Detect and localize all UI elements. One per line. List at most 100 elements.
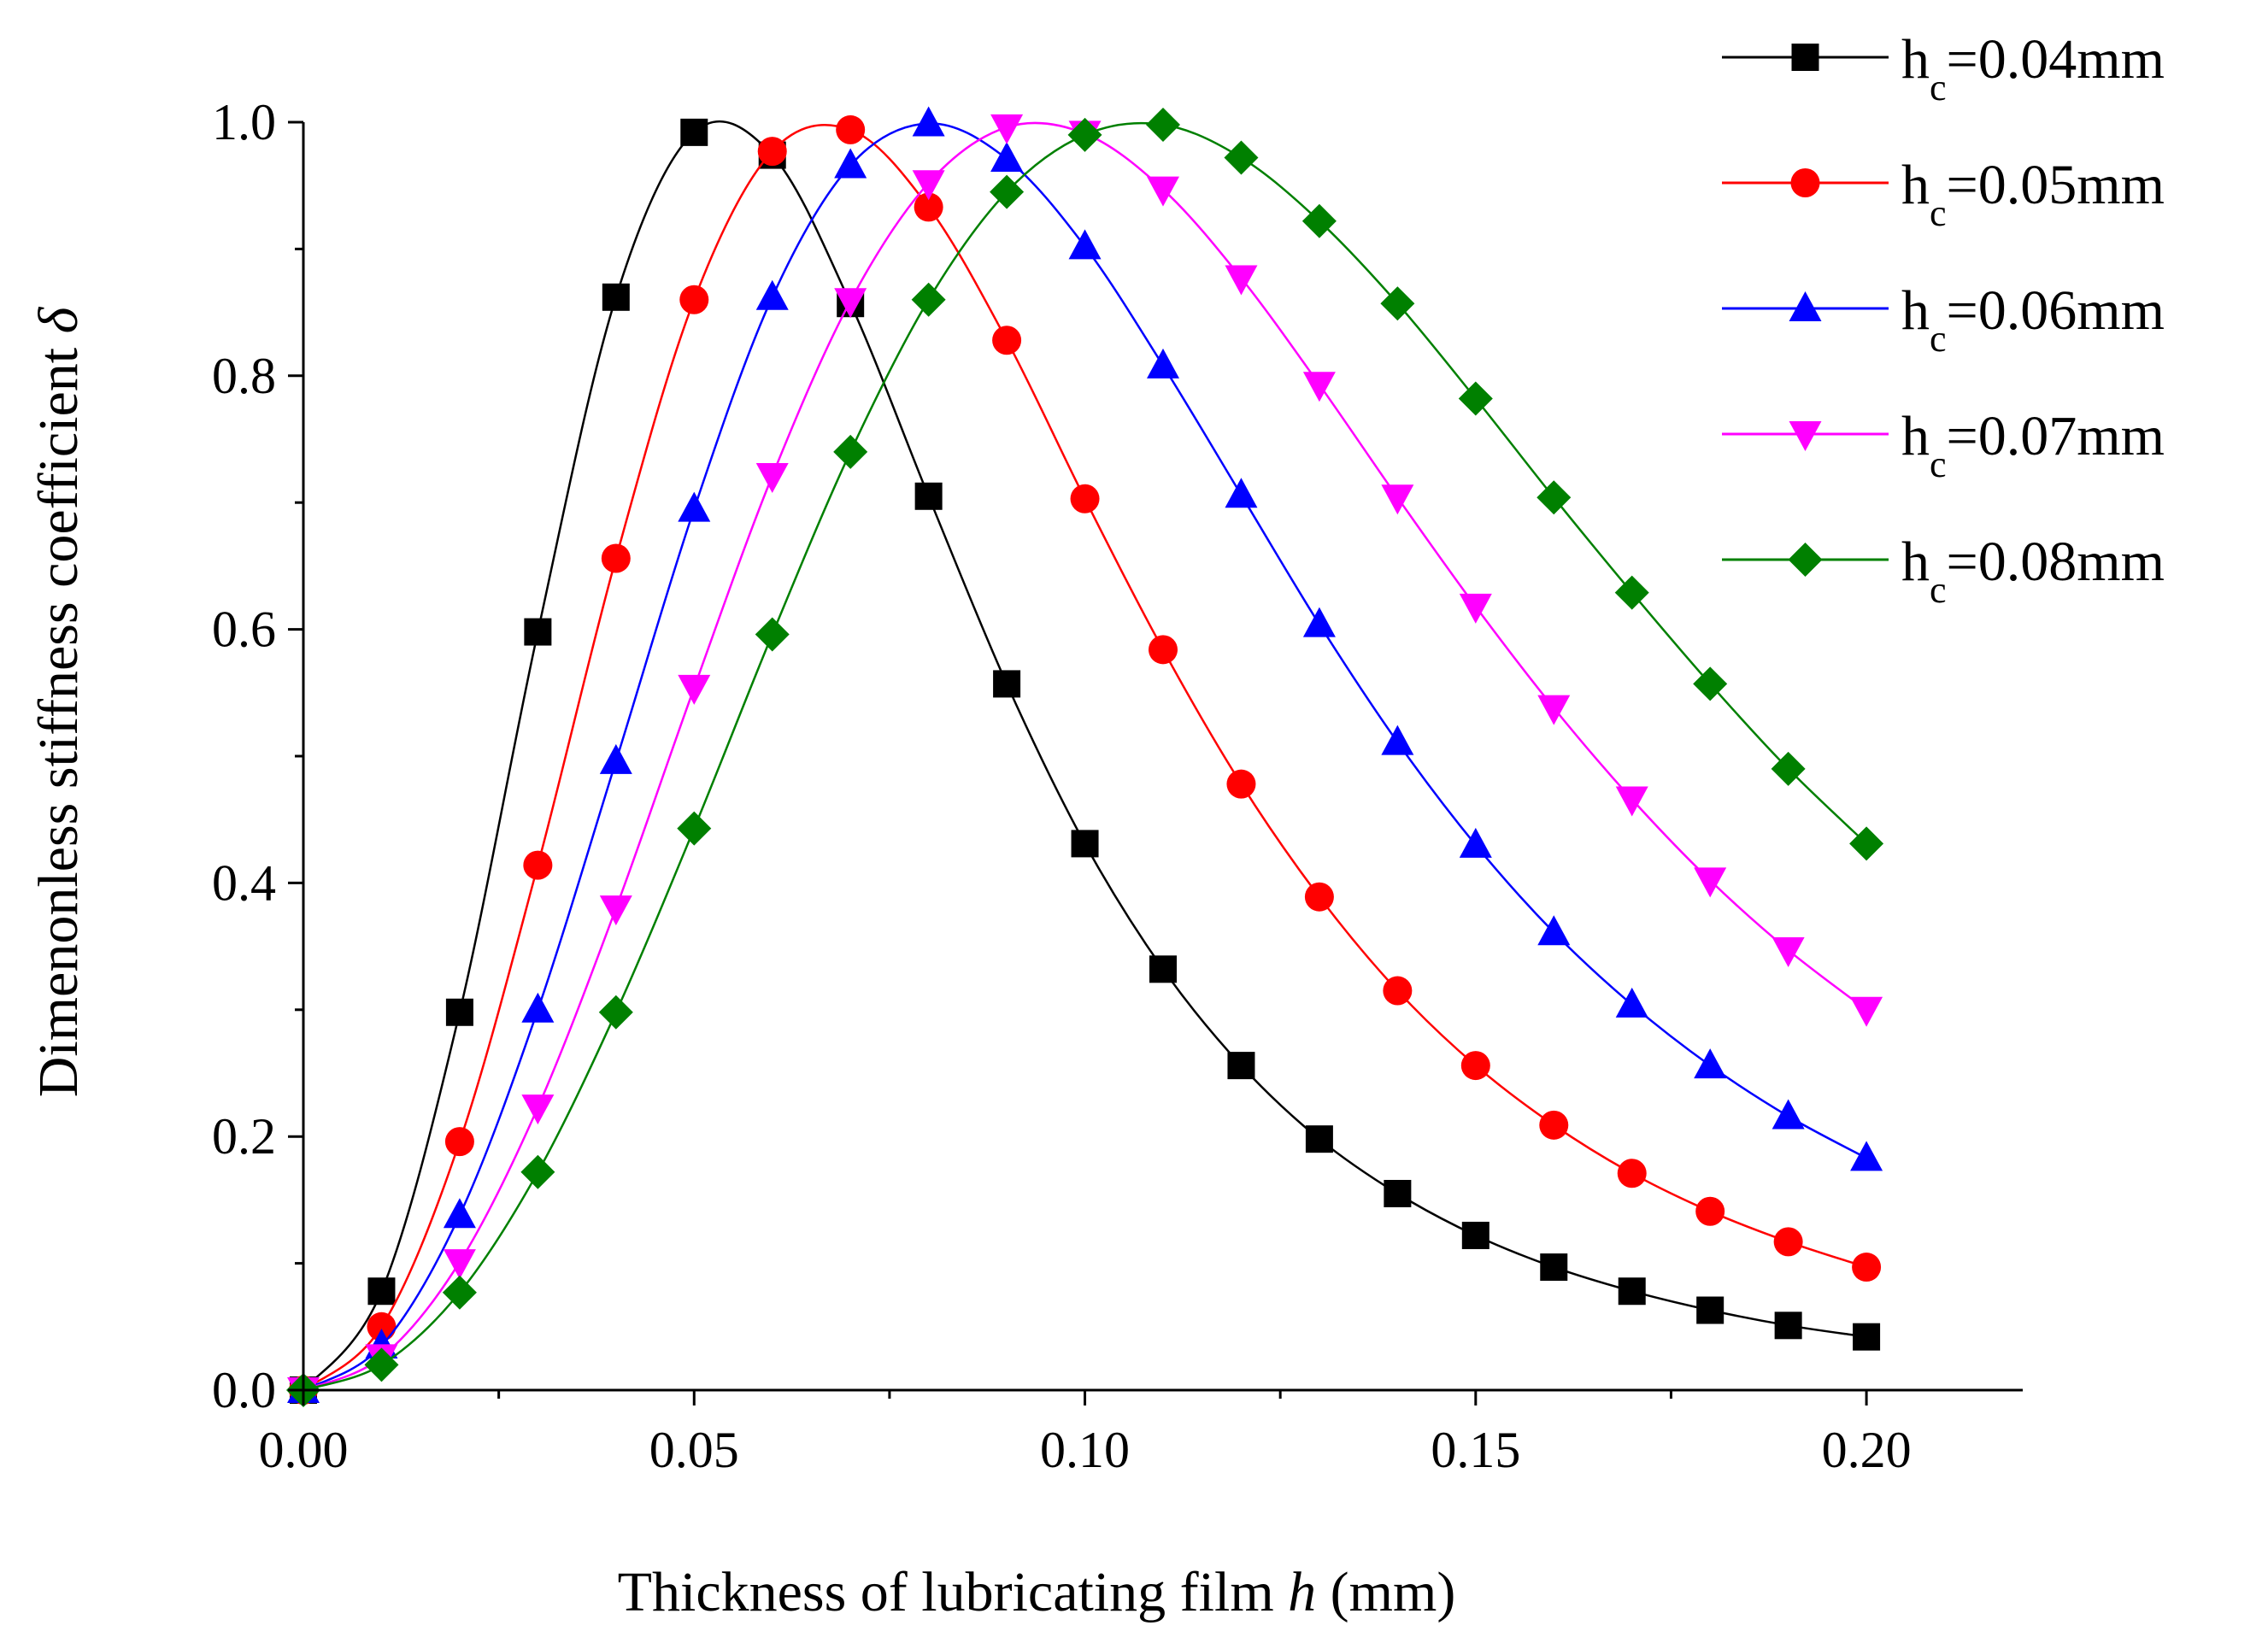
legend-marker	[1790, 168, 1820, 197]
data-point	[1693, 666, 1728, 701]
legend-entry: hc=0.08mm	[1722, 531, 2165, 611]
data-point	[1225, 265, 1258, 296]
legend-label: hc=0.06mm	[1901, 279, 2165, 360]
data-point	[1301, 203, 1337, 238]
data-point	[1772, 937, 1805, 968]
data-point	[1305, 1125, 1333, 1153]
data-point	[1459, 827, 1492, 858]
data-point	[992, 326, 1022, 355]
data-point	[1226, 769, 1256, 799]
x-tick-label: 0.00	[259, 1422, 349, 1478]
y-tick-label: 0.2	[212, 1108, 276, 1165]
data-point	[914, 482, 943, 510]
x-tick-label: 0.10	[1040, 1422, 1130, 1478]
legend-label: hc=0.07mm	[1901, 405, 2165, 485]
data-point	[990, 142, 1024, 173]
data-point	[599, 895, 632, 926]
data-point	[1850, 996, 1883, 1027]
data-point	[1774, 1312, 1802, 1340]
data-point	[1381, 484, 1414, 515]
data-point	[443, 1249, 476, 1280]
y-tick-label: 0.4	[212, 854, 276, 911]
data-point	[521, 992, 555, 1023]
data-point	[834, 288, 867, 319]
data-point	[364, 1347, 399, 1382]
data-point	[1696, 1296, 1725, 1324]
data-point	[678, 674, 711, 705]
data-point	[1302, 372, 1336, 402]
data-point	[1772, 1099, 1805, 1130]
y-tick-label: 0.6	[212, 602, 276, 658]
data-point	[1380, 286, 1415, 321]
data-point	[755, 279, 789, 310]
data-point	[993, 670, 1021, 698]
data-point	[677, 811, 712, 846]
data-point	[1460, 1051, 1490, 1081]
data-point	[445, 998, 473, 1026]
legend: hc=0.04mm hc=0.05mm hc=0.06mm hc=0.07mm hc=0…	[1722, 28, 2165, 611]
x-axis-title: Thickness of lubricating film h (mm)	[618, 1561, 1456, 1623]
legend-marker	[1789, 291, 1822, 321]
legend-marker	[1788, 543, 1823, 577]
data-point	[1617, 1159, 1647, 1188]
series-hc-0.08	[286, 107, 1884, 1407]
legend-marker	[1791, 44, 1819, 71]
series-line	[303, 121, 1867, 1392]
data-point	[679, 285, 709, 314]
data-point	[1302, 607, 1336, 637]
y-tick-label: 1.0	[212, 94, 276, 150]
legend-marker	[1789, 421, 1822, 451]
data-point	[367, 1312, 397, 1341]
y-tick-label: 0.0	[212, 1362, 276, 1418]
data-point	[1070, 484, 1100, 513]
data-point	[602, 283, 630, 311]
data-point	[1614, 575, 1649, 610]
legend-entry: hc=0.06mm	[1722, 279, 2165, 360]
data-point	[521, 1094, 555, 1125]
data-point	[834, 148, 867, 179]
data-point	[990, 114, 1024, 144]
data-point	[1383, 976, 1413, 1006]
data-point	[680, 118, 708, 146]
data-point	[833, 434, 868, 469]
data-point	[1850, 1141, 1883, 1171]
data-point	[1694, 1048, 1727, 1079]
data-point	[1384, 1179, 1412, 1207]
data-point	[1539, 1110, 1569, 1140]
data-point	[755, 617, 790, 652]
data-point	[444, 1127, 474, 1157]
data-point	[1146, 107, 1180, 142]
data-point	[1067, 117, 1102, 152]
series-hc-0.04	[290, 118, 1881, 1404]
axes-layer: 0.00 0.05 0.10 0.15 0.20 0.0 0.2 0.4 0.6 0.8 1.0	[212, 94, 2023, 1478]
series-hc-0.05	[289, 114, 1882, 1405]
data-point	[1537, 695, 1571, 725]
data-point	[1694, 867, 1727, 898]
data-point	[599, 743, 632, 774]
legend-label: hc=0.08mm	[1901, 531, 2165, 611]
y-tick-label: 0.8	[212, 348, 276, 404]
data-point	[911, 282, 946, 317]
data-point	[1071, 830, 1099, 858]
legend-entry: hc=0.05mm	[1722, 154, 2165, 234]
data-point	[912, 170, 945, 201]
data-point	[520, 1154, 555, 1189]
data-point	[1458, 381, 1493, 416]
data-point	[1852, 1253, 1882, 1282]
data-point	[755, 463, 789, 494]
data-point	[1381, 725, 1414, 755]
series-line	[303, 120, 1867, 1391]
data-point	[1537, 915, 1571, 946]
data-point	[912, 106, 945, 137]
legend-entry: hc=0.07mm	[1722, 405, 2165, 485]
data-point	[1461, 1221, 1489, 1249]
data-point	[442, 1275, 477, 1310]
data-point	[1849, 826, 1884, 861]
legend-label: hc=0.04mm	[1901, 28, 2165, 109]
data-point	[524, 618, 552, 646]
x-tick-label: 0.15	[1431, 1422, 1520, 1478]
data-point	[1149, 955, 1177, 983]
data-point	[1227, 1052, 1255, 1080]
